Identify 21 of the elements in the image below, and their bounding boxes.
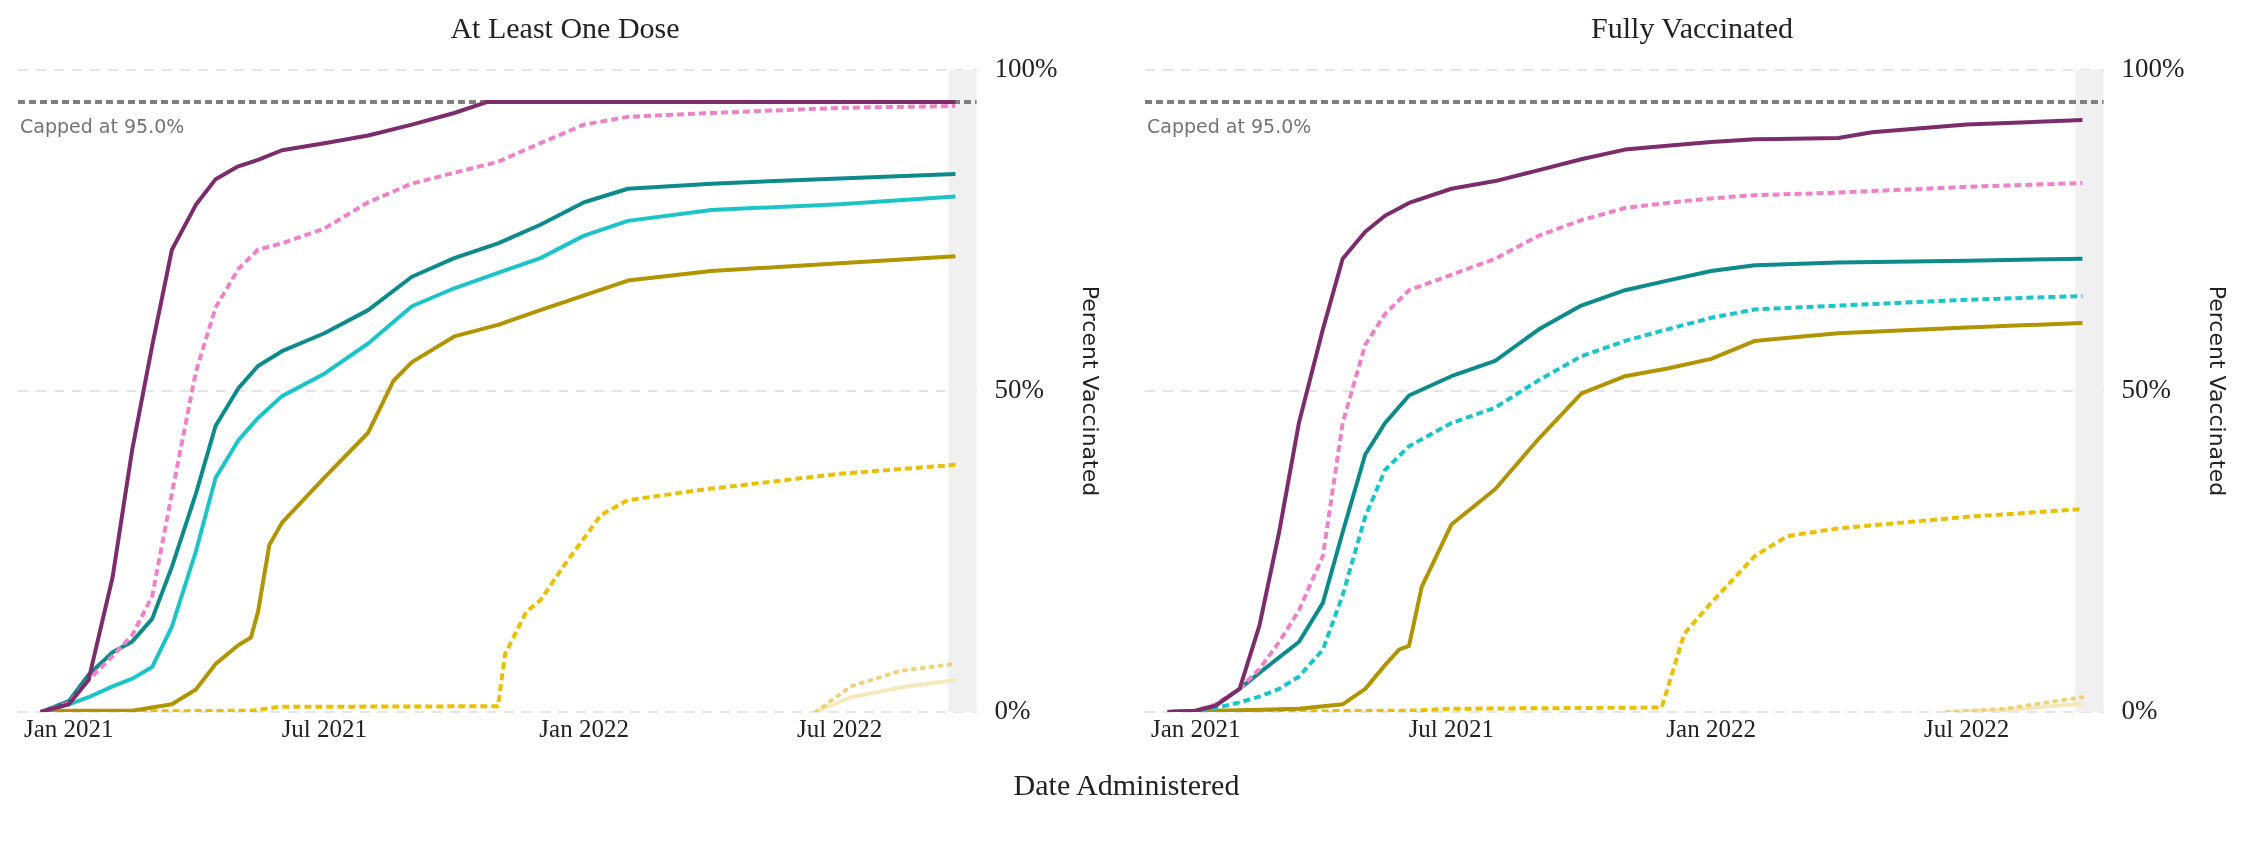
chart-title: Fully Vaccinated — [1591, 10, 1793, 44]
x-axis-title: Date Administered — [1012, 768, 1241, 802]
y-tick-label: 0% — [2121, 695, 2158, 726]
y-axis-title: Percent Vaccinated — [2205, 285, 2231, 497]
ref-line-label: Capped at 95.0% — [1147, 114, 1312, 137]
y-axis-title: Percent Vaccinated — [1078, 285, 1104, 497]
y-tick-label: 50% — [2121, 374, 2172, 405]
ref-line-label: Capped at 95.0% — [20, 114, 185, 137]
y-tick-label: 100% — [2121, 53, 2185, 84]
x-tick-label: Jul 2021 — [1408, 714, 1495, 742]
y-tick-label: 0% — [994, 695, 1031, 726]
x-tick-label: Jul 2022 — [796, 714, 883, 742]
y-tick-label: 50% — [994, 374, 1045, 405]
x-tick-label: Jan 2021 — [24, 714, 114, 742]
chart-title: At Least One Dose — [450, 10, 680, 44]
x-tick-label: Jan 2021 — [1151, 714, 1241, 742]
x-tick-label: Jul 2021 — [281, 714, 368, 742]
x-tick-label: Jan 2022 — [1666, 714, 1756, 742]
x-tick-label: Jan 2022 — [539, 714, 629, 742]
x-tick-label: Jul 2022 — [1923, 714, 2010, 742]
y-tick-label: 100% — [994, 53, 1058, 84]
